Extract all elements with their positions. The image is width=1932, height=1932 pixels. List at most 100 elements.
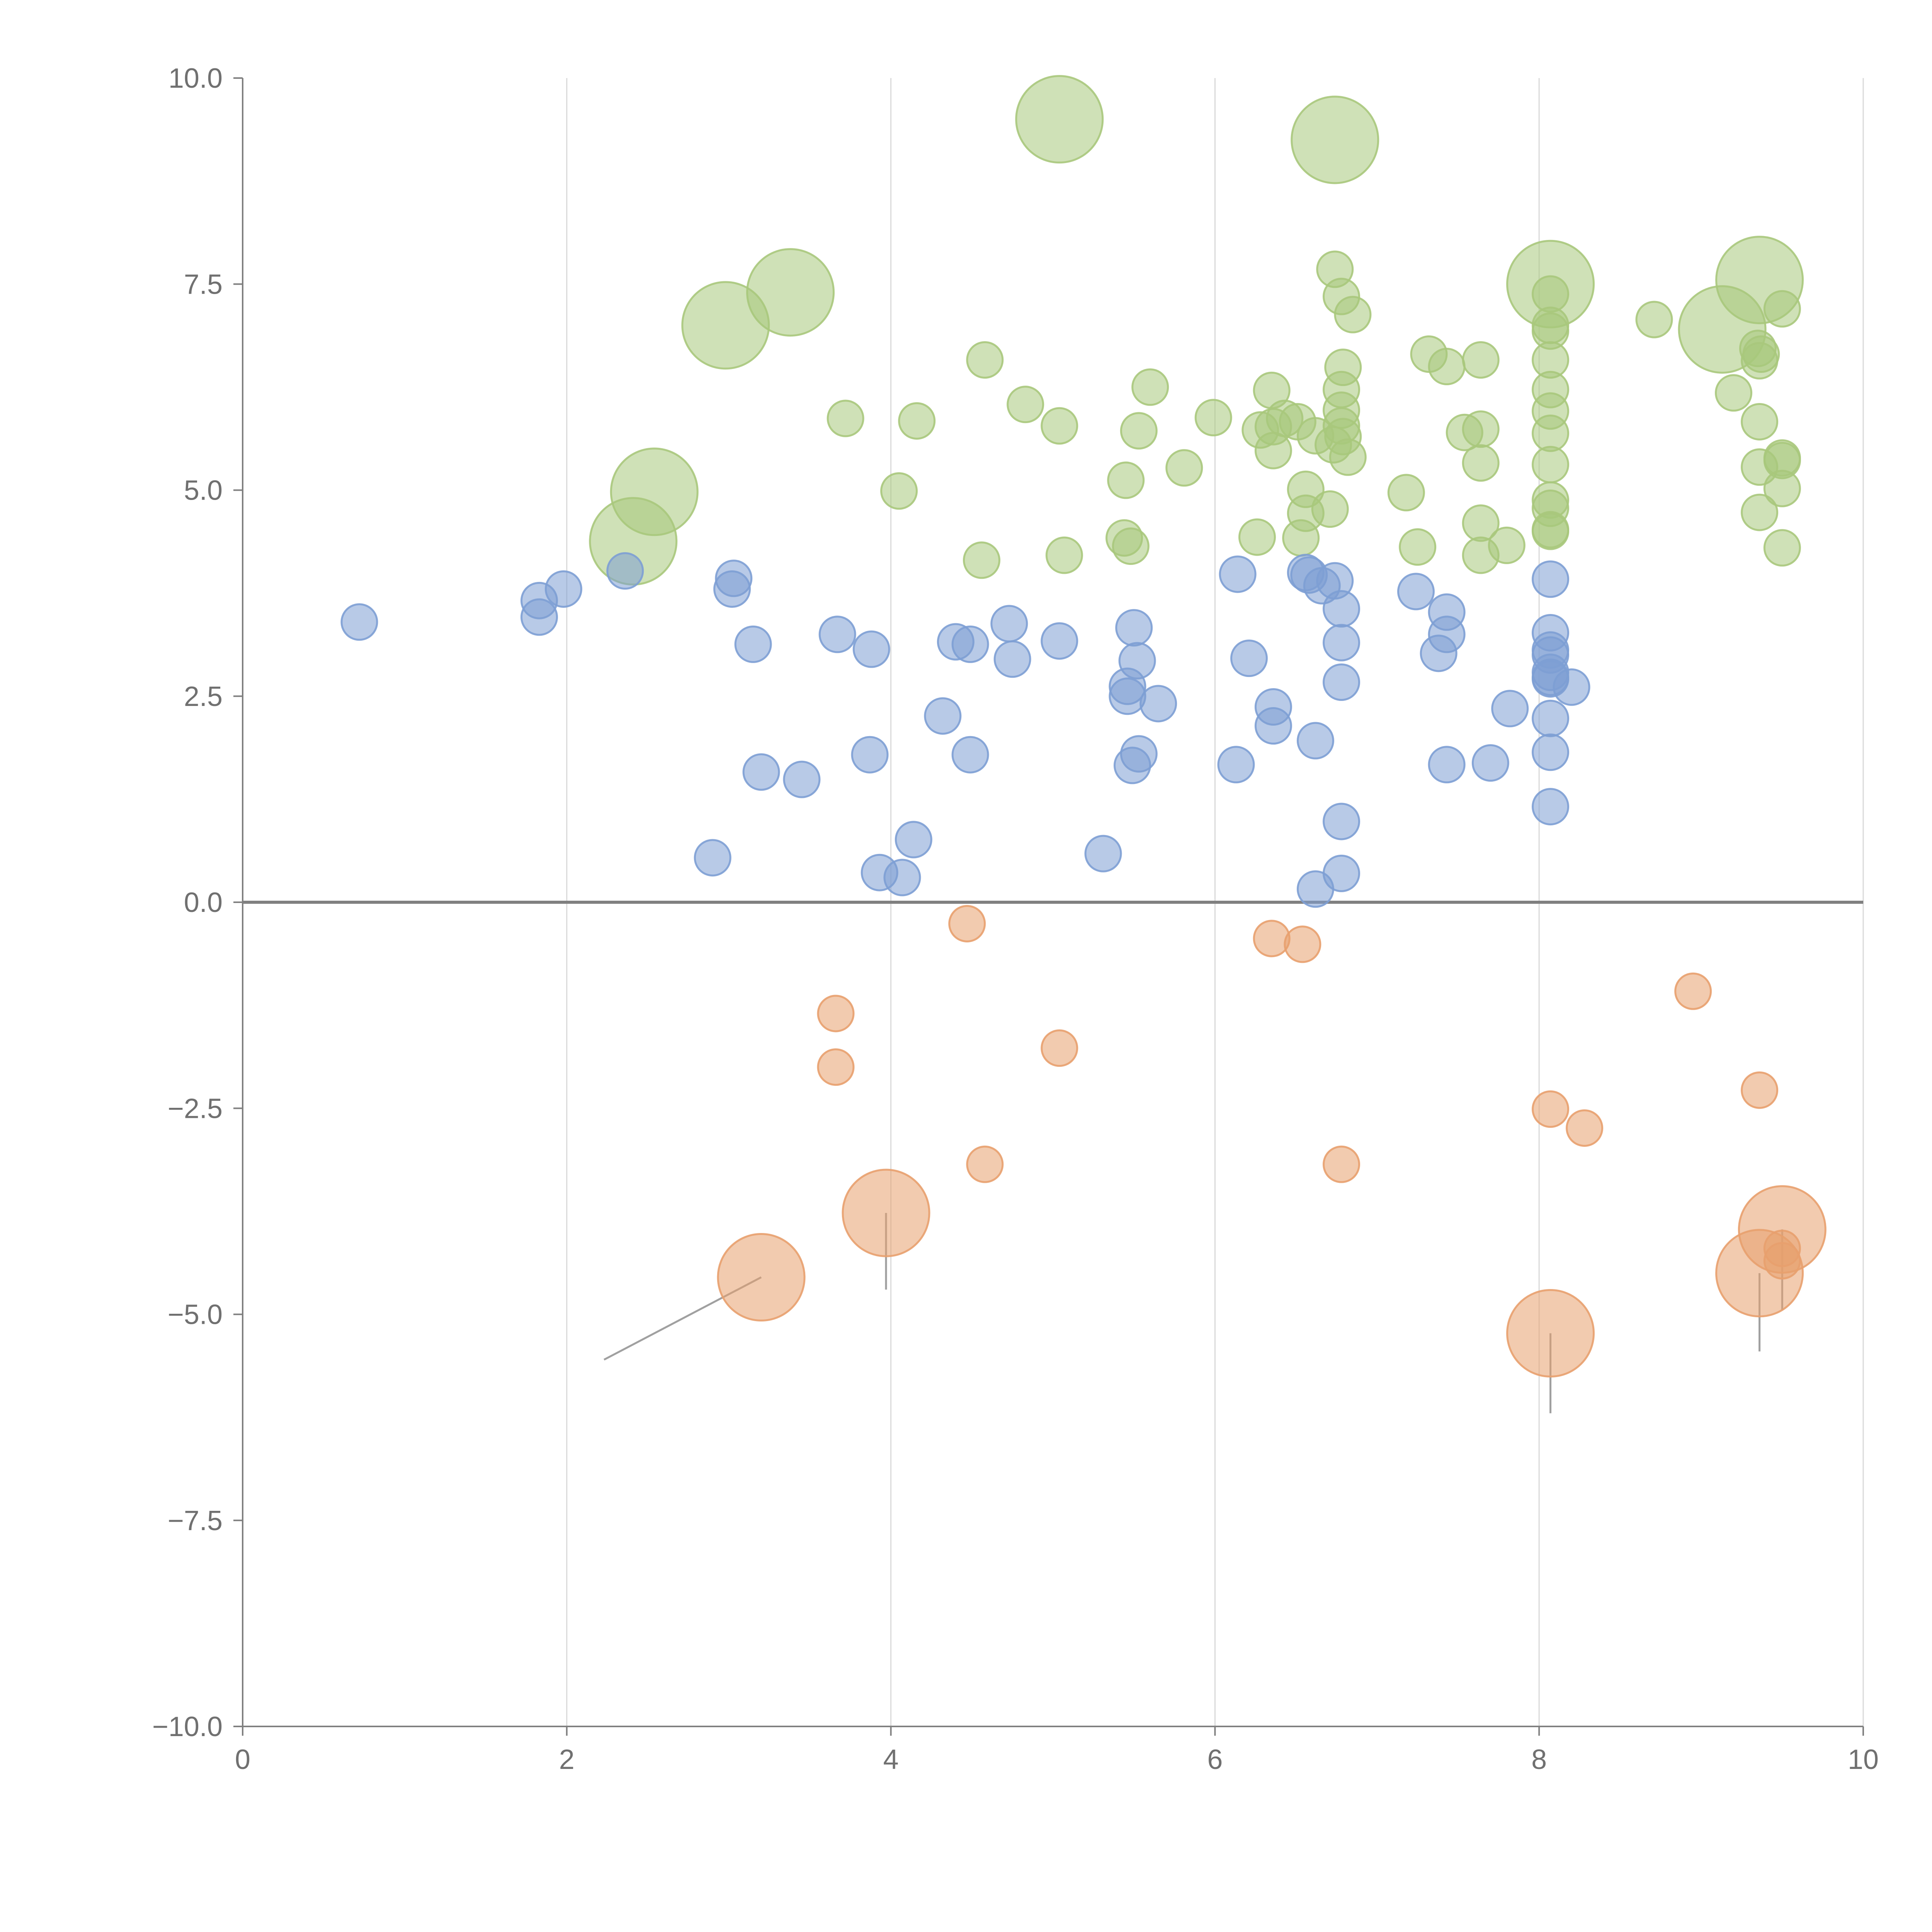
y-tick-label: −5.0 (168, 1299, 223, 1330)
x-tick-label: 10 (1848, 1744, 1879, 1775)
green-data-point (681, 281, 770, 370)
green-data-point (966, 341, 1004, 379)
blue-data-point (713, 570, 751, 608)
green-data-point (1399, 528, 1437, 566)
green-data-point (827, 400, 864, 437)
blue-data-point (1428, 746, 1466, 784)
blue-data-point (734, 625, 772, 663)
orange-data-point (1041, 1029, 1078, 1067)
green-data-point (1741, 403, 1779, 440)
green-data-point (880, 472, 918, 510)
orange-data-point (1253, 920, 1291, 957)
blue-data-point (1532, 699, 1570, 737)
green-data-point (1041, 407, 1078, 445)
blue-data-point (1296, 870, 1334, 908)
green-data-point (1107, 461, 1145, 499)
x-tick-label: 4 (883, 1744, 899, 1775)
y-tick-label: 10.0 (168, 63, 223, 94)
green-data-point (963, 541, 1000, 579)
y-tick-label: 0.0 (184, 887, 223, 918)
blue-data-point (544, 570, 582, 608)
green-data-point (1194, 399, 1232, 437)
blue-data-point (783, 760, 821, 798)
blue-data-point (1471, 744, 1509, 782)
green-data-point (1462, 341, 1500, 379)
blue-data-point (883, 859, 921, 896)
green-data-point (1131, 368, 1169, 406)
green-data-point (1741, 342, 1779, 380)
green-data-point (1462, 410, 1500, 448)
x-tick-label: 6 (1207, 1744, 1223, 1775)
y-tick-labels: 10.0 7.5 5.0 2.5 0.0 −2.5 −5.0 −7.5 −10.0 (152, 63, 243, 1742)
blue-data-point (1323, 590, 1361, 628)
green-data-point (1462, 444, 1500, 482)
orange-data-point (717, 1233, 806, 1322)
blue-data-point (951, 625, 989, 663)
y-tick-label: −7.5 (168, 1505, 223, 1536)
blue-data-point (1219, 555, 1257, 593)
blue-data-point (1115, 609, 1153, 647)
green-data-point (1763, 290, 1801, 328)
orange-data-point (817, 995, 855, 1032)
axis-layer (242, 78, 1863, 1727)
green-data-point (1763, 529, 1801, 567)
blue-data-point (1532, 733, 1570, 771)
blue-data-point (1139, 685, 1177, 723)
green-data-point (1532, 512, 1570, 550)
orange-data-point (1532, 1090, 1570, 1128)
green-data-point (1763, 469, 1801, 507)
blue-data-point (1230, 639, 1268, 677)
orange-data-point (1566, 1109, 1604, 1147)
blue-data-point (1084, 835, 1122, 872)
blue-data-point (1420, 634, 1458, 672)
green-data-point (1488, 526, 1526, 564)
blue-data-point (1532, 560, 1570, 598)
blue-data-point (1323, 624, 1361, 662)
x-tick-labels: 0 2 4 6 8 10 (235, 1726, 1879, 1775)
blue-data-point (694, 839, 731, 877)
orange-data-point (842, 1168, 930, 1257)
blue-data-point (1041, 622, 1078, 660)
green-data-point (1282, 519, 1320, 557)
x-tick-label: 8 (1531, 1744, 1547, 1775)
green-data-point (1120, 412, 1158, 450)
blue-data-point (1553, 668, 1590, 706)
green-data-point (1714, 374, 1752, 412)
blue-data-point (851, 736, 889, 774)
green-data-point (1015, 75, 1104, 164)
y-tick-label: −2.5 (168, 1093, 223, 1124)
green-data-point (1045, 536, 1083, 574)
green-data-point (1532, 275, 1570, 313)
blue-data-point (1217, 746, 1255, 784)
blue-data-point (1397, 573, 1435, 611)
green-data-point (898, 402, 936, 440)
green-data-point (1635, 301, 1673, 338)
blue-data-point (1296, 722, 1334, 760)
blue-data-point (1532, 788, 1570, 826)
green-data-point (1112, 527, 1150, 565)
green-data-point (1741, 493, 1779, 531)
green-data-point (1291, 95, 1379, 184)
green-data-point (1254, 432, 1292, 469)
orange-data-point (966, 1145, 1004, 1183)
blue-data-point (606, 552, 644, 590)
green-data-point (1165, 449, 1203, 487)
blue-data-point (924, 697, 962, 735)
green-data-point (1532, 446, 1570, 483)
data-points (340, 75, 1827, 1378)
orange-data-point (1763, 1242, 1801, 1280)
green-data-point (1007, 386, 1044, 423)
blue-data-point (1323, 663, 1361, 701)
blue-data-point (742, 753, 780, 791)
orange-data-point (1323, 1145, 1361, 1183)
orange-data-point (1741, 1071, 1779, 1109)
blue-data-point (990, 605, 1028, 643)
blue-data-point (1114, 747, 1151, 784)
blue-data-point (1254, 707, 1292, 745)
y-tick-label: −10.0 (152, 1711, 223, 1742)
x-tick-label: 0 (235, 1744, 250, 1775)
blue-data-point (818, 616, 856, 653)
green-data-point (1532, 414, 1570, 452)
green-data-point (1253, 371, 1291, 409)
